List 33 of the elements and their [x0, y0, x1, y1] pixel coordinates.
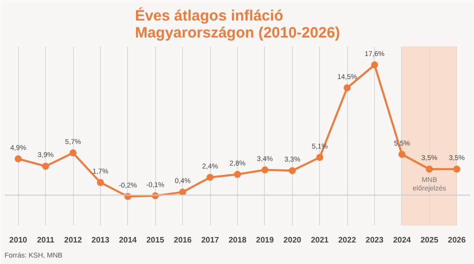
- x-tick-label: 2026: [448, 236, 466, 244]
- x-tick-label: 2019: [256, 236, 274, 244]
- point: [288, 167, 296, 174]
- point: [70, 149, 77, 156]
- x-tick-label: 2025: [420, 236, 439, 244]
- point: [206, 174, 214, 181]
- x-tick-label: 2015: [146, 236, 165, 244]
- point: [179, 188, 186, 196]
- x-tick-label: 2023: [366, 236, 384, 244]
- point: [96, 179, 104, 186]
- x-tick-label: 2011: [36, 236, 55, 244]
- x-tick-label: 2020: [283, 236, 302, 244]
- x-tick-label: 2024: [393, 236, 412, 244]
- point: [316, 154, 324, 161]
- point: [14, 155, 22, 162]
- x-tick-label: 2018: [228, 236, 247, 244]
- point: [344, 84, 351, 92]
- x-tick-label: 2022: [338, 236, 357, 244]
- x-tick-label: 2017: [201, 236, 220, 244]
- x-tick-label: 2013: [92, 236, 110, 244]
- x-tick-label: 2012: [64, 236, 82, 244]
- x-tick-label: 2016: [174, 236, 192, 244]
- x-tick-label: 2021: [310, 236, 330, 244]
- point: [453, 166, 460, 173]
- point: [398, 150, 406, 158]
- point: [42, 162, 50, 170]
- point: [426, 166, 433, 173]
- chart-title: Éves átlagos infláció Magyarországon (2010-2026): [134, 6, 340, 42]
- x-tick-label: 2010: [9, 236, 28, 244]
- point: [234, 170, 241, 178]
- x-tick-label: 2014: [118, 236, 138, 244]
- point: [261, 166, 268, 174]
- point: [371, 61, 378, 68]
